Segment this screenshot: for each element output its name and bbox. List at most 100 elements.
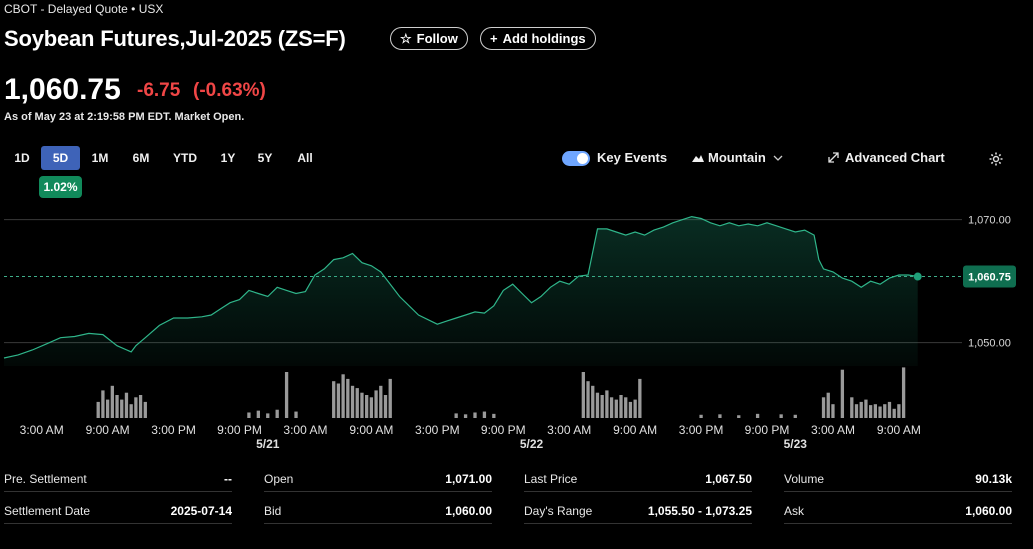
range-performance-badge: 1.02% [39, 176, 82, 198]
volume-bar [638, 378, 642, 418]
current-price: 1,060.75 [4, 73, 121, 106]
stat-value: 1,067.50 [705, 472, 752, 486]
range-tab-6m[interactable]: 6M [132, 151, 150, 165]
stat-value: 2025-07-14 [170, 504, 232, 518]
date-label: 5/21 [256, 437, 280, 451]
volume-bar [897, 404, 901, 418]
volume-bar [624, 397, 628, 418]
volume-bar [854, 404, 859, 418]
volume-bar [850, 397, 854, 418]
volume-bar [369, 397, 374, 418]
add-holdings-button[interactable]: + Add holdings [480, 27, 596, 50]
price-line [3, 215, 918, 359]
price-change: -6.75 [137, 80, 181, 101]
volume-bar [883, 404, 887, 418]
stat-divider [4, 523, 232, 524]
volume-bar [600, 395, 604, 418]
volume-bar [294, 411, 298, 418]
current-price-dot [913, 272, 922, 281]
range-tab-1m[interactable]: 1M [91, 151, 109, 165]
x-tick-label: 9:00 AM [877, 423, 921, 437]
stat-label: Day's Range [524, 504, 593, 518]
add-holdings-label: Add holdings [502, 31, 586, 46]
volume-bar [379, 385, 383, 418]
volume-bar [737, 415, 741, 418]
range-tab-all[interactable]: All [297, 151, 313, 165]
x-tick-label: 3:00 PM [679, 423, 724, 437]
range-tab-5d[interactable]: 5D [41, 146, 80, 170]
stat-divider [784, 523, 1012, 524]
volume-bar [256, 410, 260, 418]
price-chart[interactable]: 1,050.00 1,070.00 3:00 AM 9:00 AM 3:00 PM 9:0… [0, 180, 1033, 455]
volume-bar [383, 395, 388, 418]
stat-divider [524, 491, 752, 492]
range-tab-1d[interactable]: 1D [14, 151, 30, 165]
x-tick-label: 9:00 AM [349, 423, 393, 437]
chart-type-dropdown[interactable]: Mountain [692, 150, 783, 165]
key-events-toggle[interactable] [562, 151, 590, 166]
volume-bar [859, 401, 863, 418]
x-tick-label: 9:00 AM [613, 423, 657, 437]
volume-bar [96, 401, 100, 418]
volume-bar [350, 385, 355, 418]
volume-bar [595, 392, 600, 418]
volume-bar [831, 404, 835, 418]
volume-bar [115, 395, 119, 418]
volume-bar [892, 408, 896, 418]
volume-bar [120, 399, 124, 418]
price-area-fill [4, 216, 918, 366]
volume-bar [826, 392, 830, 418]
volume-bar [129, 404, 133, 418]
range-tab-5y[interactable]: 5Y [257, 151, 273, 165]
volume-bar [138, 395, 143, 418]
settings-gear-icon[interactable] [988, 151, 1004, 167]
volume-bar [482, 411, 487, 418]
volume-bar [336, 383, 341, 418]
stat-label: Pre. Settlement [4, 472, 87, 486]
stat-label: Ask [784, 504, 805, 518]
volume-bar [332, 381, 336, 418]
volume-bar [355, 388, 359, 418]
volume-bar [143, 401, 147, 418]
follow-button[interactable]: ☆ Follow [390, 27, 468, 50]
x-tick-label: 9:00 AM [86, 423, 130, 437]
volume-bar [901, 367, 906, 418]
volume-bar [275, 409, 279, 418]
volume-bar [454, 413, 458, 418]
volume-bar [793, 414, 797, 418]
current-price-tag-label: 1,060.75 [968, 272, 1011, 284]
stat-label: Settlement Date [4, 504, 91, 518]
stat-divider [784, 491, 1012, 492]
stat-divider [264, 523, 492, 524]
volume-bar [755, 413, 760, 418]
volume-bar [473, 412, 477, 418]
chart-type-label: Mountain [708, 150, 766, 165]
volume-bar [873, 404, 877, 418]
stat-label: Volume [784, 472, 825, 486]
volume-bar [581, 372, 585, 418]
page-title: Soybean Futures,Jul-2025 (ZS=F) [4, 26, 346, 51]
volume-bar [388, 378, 392, 418]
x-tick-label: 3:00 AM [283, 423, 327, 437]
date-label: 5/22 [520, 437, 544, 451]
volume-bar [633, 399, 637, 418]
volume-bar [105, 399, 110, 418]
current-price-tag: 1,060.75 [963, 265, 1016, 288]
volume-bar [628, 401, 633, 418]
x-tick-label: 3:00 PM [151, 423, 196, 437]
range-tab-ytd[interactable]: YTD [173, 151, 197, 165]
advanced-chart-button[interactable]: Advanced Chart [828, 150, 945, 165]
x-tick-label: 3:00 AM [20, 423, 64, 437]
x-tick-label: 9:00 PM [745, 423, 790, 437]
volume-bar [864, 399, 868, 418]
x-tick-label: 3:00 AM [547, 423, 591, 437]
volume-bar [341, 374, 345, 418]
volume-bar [887, 401, 892, 418]
stat-value: 1,055.50 - 1,073.25 [647, 504, 752, 518]
volume-bar [591, 385, 595, 418]
stat-label: Bid [264, 504, 282, 518]
volume-bar [609, 397, 614, 418]
range-tab-1y[interactable]: 1Y [220, 151, 236, 165]
volume-bar [492, 413, 496, 418]
plus-icon: + [490, 31, 498, 46]
